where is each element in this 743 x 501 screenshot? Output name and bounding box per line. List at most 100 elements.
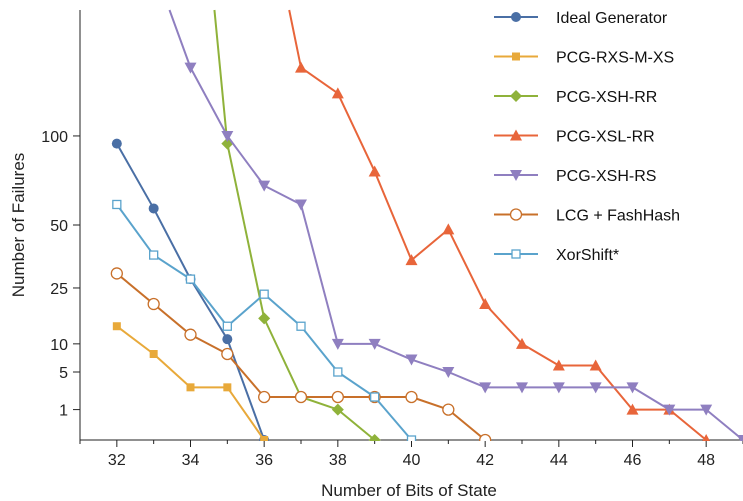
data-point — [294, 390, 308, 404]
data-point — [663, 404, 676, 416]
data-point — [223, 383, 232, 392]
legend-marker — [511, 249, 521, 259]
series-1 — [112, 322, 269, 441]
data-point — [589, 359, 602, 371]
series-5 — [110, 267, 492, 441]
data-point — [368, 338, 381, 350]
data-point — [442, 223, 455, 235]
data-point — [184, 62, 197, 74]
data-point — [479, 433, 492, 441]
legend-marker — [509, 208, 523, 221]
data-point — [737, 435, 743, 441]
data-point — [112, 322, 121, 331]
x-tick-label: 48 — [697, 452, 715, 469]
series-line — [213, 9, 376, 441]
x-tick-label: 42 — [476, 452, 494, 469]
y-tick-label: 50 — [50, 218, 68, 235]
data-point — [295, 61, 307, 73]
y-tick-label: 5 — [59, 365, 68, 382]
legend-entry: Ideal Generator — [494, 10, 668, 27]
data-point — [112, 199, 122, 210]
y-tick-label: 100 — [41, 129, 68, 146]
data-point — [185, 274, 196, 284]
legend-entry: PCG-XSH-RR — [494, 89, 657, 106]
data-point — [405, 254, 418, 266]
series-line — [288, 9, 707, 441]
data-point — [331, 87, 344, 99]
legend-entry: XorShift* — [494, 247, 619, 264]
data-point — [258, 390, 271, 404]
data-point — [552, 359, 565, 371]
data-point — [260, 436, 269, 441]
series-4 — [168, 9, 743, 441]
data-point — [149, 350, 158, 358]
data-point — [186, 383, 195, 392]
data-point — [331, 390, 344, 404]
data-point — [295, 199, 307, 211]
legend-label: PCG-XSH-RR — [556, 89, 657, 106]
series-0 — [111, 138, 270, 441]
data-point — [221, 130, 234, 142]
data-point — [626, 403, 639, 415]
data-point — [702, 434, 710, 441]
legend-marker — [510, 129, 522, 141]
data-point — [516, 337, 528, 349]
legend-label: PCG-XSH-RS — [556, 168, 656, 185]
data-point — [258, 312, 271, 325]
series-line — [116, 325, 265, 441]
data-point — [149, 250, 159, 260]
legend-entry: PCG-RXS-M-XS — [494, 50, 674, 67]
data-point — [552, 382, 565, 394]
x-tick-label: 40 — [403, 452, 421, 469]
series-3 — [288, 9, 710, 441]
legend-marker — [512, 52, 520, 61]
legend-label: PCG-XSL-RR — [556, 129, 655, 146]
plot-area — [110, 9, 743, 441]
data-point — [258, 180, 271, 192]
legend-entry: PCG-XSH-RS — [494, 168, 656, 185]
data-point — [479, 298, 492, 310]
data-point — [259, 289, 269, 299]
data-point — [331, 338, 344, 350]
series-2 — [213, 9, 381, 441]
x-tick-label: 46 — [624, 452, 642, 469]
y-ticks: 1 5 10 25 50 100 — [41, 129, 80, 420]
legend-label: LCG + FashHash — [556, 208, 680, 225]
legend-label: Ideal Generator — [556, 10, 668, 27]
data-point — [442, 403, 455, 416]
x-tick-label: 32 — [108, 452, 126, 469]
x-axis-title: Number of Bits of State — [321, 481, 497, 500]
data-point — [222, 321, 232, 331]
data-point — [296, 321, 306, 331]
data-point — [333, 367, 343, 377]
data-point — [111, 138, 122, 149]
data-point — [406, 435, 417, 441]
data-point — [700, 404, 713, 416]
data-point — [626, 382, 639, 394]
series-line — [168, 9, 743, 441]
data-point — [405, 390, 418, 404]
y-axis-title: Number of Failures — [9, 153, 28, 298]
legend-marker — [510, 170, 522, 181]
y-tick-label: 25 — [50, 281, 68, 298]
data-point — [516, 382, 528, 394]
data-point — [368, 434, 381, 441]
legend-label: PCG-RXS-M-XS — [556, 50, 674, 67]
data-point — [184, 328, 197, 341]
x-tick-label: 44 — [550, 452, 568, 469]
legend-marker — [511, 12, 521, 22]
y-tick-label: 10 — [50, 337, 68, 354]
data-point — [148, 203, 159, 214]
x-tick-label: 36 — [255, 452, 273, 469]
x-ticks: 32 34 36 38 40 42 44 46 48 — [79, 440, 743, 469]
legend-marker — [510, 90, 522, 102]
series-6 — [112, 199, 417, 441]
legend: Ideal Generator PCG-RXS-M-XS PCG-XSH-RR PCG… — [494, 10, 680, 264]
legend-label: XorShift* — [556, 247, 619, 264]
axes — [79, 10, 743, 441]
data-point — [368, 165, 381, 177]
data-point — [479, 382, 492, 394]
data-point — [147, 297, 160, 311]
data-point — [221, 347, 234, 361]
series-line — [116, 272, 486, 441]
